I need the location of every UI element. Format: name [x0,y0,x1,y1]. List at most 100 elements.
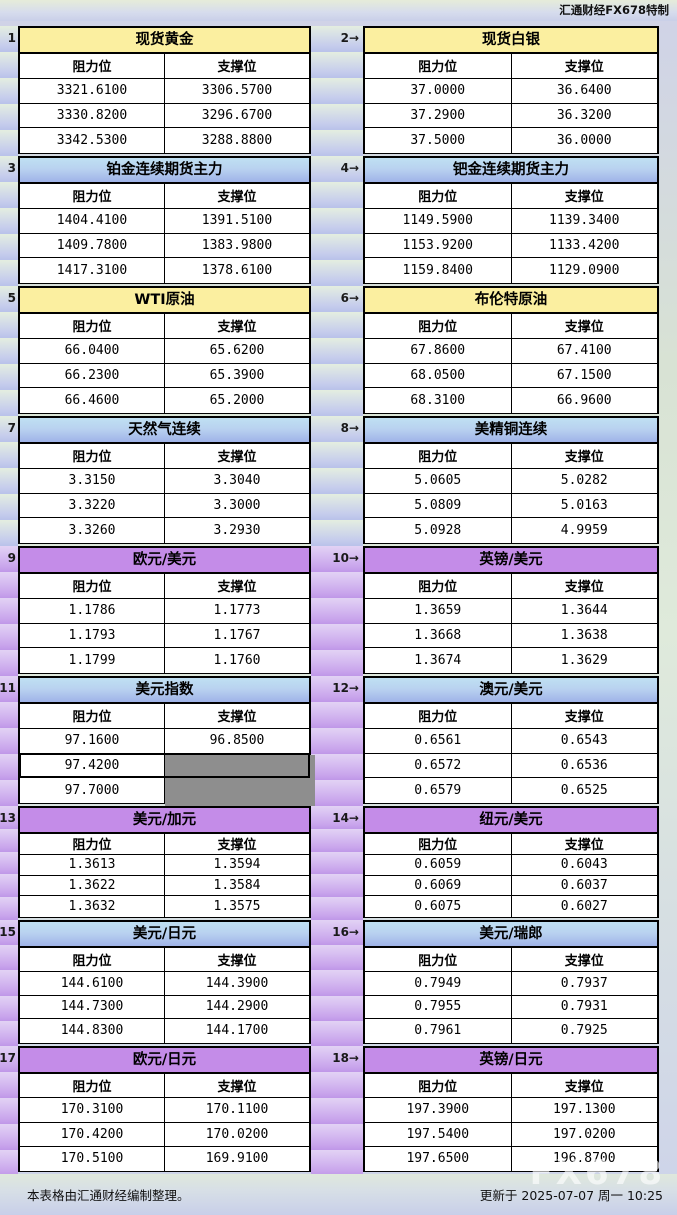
instrument-block-8: 美精铜连续 阻力位 支撑位 5.0605 5.0282 5.0809 5.0163 5.092… [363,416,659,544]
instrument-block-17: 欧元/日元 阻力位 支撑位 170.3100 170.1100 170.4200 170.0… [18,1046,311,1172]
table-row: 1159.8400 1129.0900 [365,257,657,283]
instrument-block-11: 美元指数 阻力位 支撑位 97.1600 96.8500 97.4200 96.6200 97… [18,676,311,804]
table-row: 0.6069 0.6037 [365,874,657,897]
resistance-value: 97.7000 [20,777,165,803]
table-row: 1149.5900 1139.3400 [365,207,657,234]
instrument-block-3: 铂金连续期货主力 阻力位 支撑位 1404.4100 1391.5100 1409.780… [18,156,311,284]
gutter-band [0,78,18,104]
resistance-value: 0.6075 [365,895,512,917]
gutter-band: 8→ [311,416,363,442]
resistance-value: 144.8300 [20,1018,165,1043]
gutter-band [0,945,18,971]
row-index-18: 18→ [332,1051,359,1065]
gutter-band [0,1150,18,1174]
table-row: 1.1799 1.1760 [20,647,309,673]
block-title-5: WTI原油 [20,288,309,313]
levels-table-5: 阻力位 支撑位 66.0400 65.6200 66.2300 65.3900 66.460… [20,313,309,413]
gutter-band [0,572,18,598]
block-title-10: 英镑/美元 [365,548,657,573]
gutter-band [0,234,18,260]
support-value: 1129.0900 [510,257,657,283]
column-header-resistance: 阻力位 [20,573,165,599]
table-header-row: 阻力位 支撑位 [365,183,657,209]
gutter-band: 1 [0,26,18,52]
gutter-band [311,624,363,650]
gutter-band [311,338,363,364]
gutter-band [311,945,363,971]
levels-table-14: 阻力位 支撑位 0.6059 0.6043 0.6069 0.6037 0.6075 0.60… [365,833,657,917]
column-header-support: 支撑位 [164,947,309,972]
row-index-6: 6→ [340,291,359,305]
support-value: 96.6200 [164,752,309,779]
block-title-4: 钯金连续期货主力 [365,158,657,183]
gutter-band [311,468,363,494]
column-header-support: 支撑位 [510,313,657,339]
resistance-value: 197.3900 [365,1097,512,1123]
table-header-row: 阻力位 支撑位 [365,443,657,469]
table-row: 3321.6100 3306.5700 [20,77,309,104]
block-title-6: 布伦特原油 [365,288,657,313]
support-value: 66.9600 [510,387,657,413]
support-value: 96.8500 [164,727,309,754]
instrument-block-15: 美元/日元 阻力位 支撑位 144.6100 144.3900 144.7300 144.2… [18,920,311,1044]
brand-strip: 汇通财经FX678特制 [0,0,677,21]
gutter-band [311,78,363,104]
table-row: 97.4200 96.6200 [20,752,309,779]
gutter-band [311,598,363,624]
block-title-2: 现货白银 [365,28,657,53]
resistance-value: 97.4200 [20,752,165,779]
resistance-value: 5.0809 [365,492,512,519]
column-header-resistance: 阻力位 [365,947,512,972]
support-value: 169.9100 [164,1145,309,1171]
column-header-resistance: 阻力位 [20,947,165,972]
resistance-value: 170.4200 [20,1121,165,1147]
resistance-value: 3342.5300 [20,127,165,153]
gutter-band [311,364,363,390]
support-value: 1.1760 [164,647,309,673]
gutter-band [311,520,363,546]
brand-label: 汇通财经FX678特制 [559,3,669,17]
resistance-value: 1404.4100 [20,207,165,234]
levels-table-13: 阻力位 支撑位 1.3613 1.3594 1.3622 1.3584 1.3632 1.35… [20,833,309,917]
block-title-14: 纽元/美元 [365,808,657,833]
support-value: 1139.3400 [510,207,657,234]
support-value: 0.6536 [510,752,657,779]
row-index-16: 16→ [332,925,359,939]
row-index-17: 17 [0,1051,16,1065]
gutter-band [0,1020,18,1046]
support-value: 3.3000 [164,492,309,519]
gutter-band [0,828,18,852]
gutter-band [0,312,18,338]
support-value: 5.0163 [510,492,657,519]
column-header-resistance: 阻力位 [365,443,512,469]
resistance-value: 144.7300 [20,994,165,1020]
gutter-band: 16→ [311,920,363,946]
gutter-band [311,728,363,754]
instrument-block-6: 布伦特原油 阻力位 支撑位 67.8600 67.4100 68.0500 67.1500 6… [363,286,659,414]
levels-table-4: 阻力位 支撑位 1149.5900 1139.3400 1153.9200 1133.42… [365,183,657,283]
table-header-row: 阻力位 支撑位 [365,833,657,855]
block-title-13: 美元/加元 [20,808,309,833]
gutter-band [311,182,363,208]
column-header-resistance: 阻力位 [20,313,165,339]
resistance-value: 1.3613 [20,853,165,876]
resistance-value: 68.3100 [365,387,512,413]
column-header-support: 支撑位 [164,53,309,79]
gutter-band [0,494,18,520]
instrument-block-16: 美元/瑞郎 阻力位 支撑位 0.7949 0.7937 0.7955 0.7931 0.796… [363,920,659,1044]
column-header-resistance: 阻力位 [365,53,512,79]
gutter-band [0,442,18,468]
table-row: 1.1786 1.1773 [20,597,309,624]
row-index-gutter-left: 1 3 5 7 9 11 13 15 17 [0,21,18,1174]
support-value: 3306.5700 [164,77,309,104]
table-row: 1.3659 1.3644 [365,597,657,624]
gutter-band [311,851,363,875]
table-header-row: 阻力位 支撑位 [365,703,657,729]
table-header-row: 阻力位 支撑位 [20,1072,309,1099]
resistance-value: 1417.3100 [20,257,165,283]
resistance-value: 0.7961 [365,1018,512,1043]
gutter-band [311,780,363,806]
gutter-band: 14→ [311,806,363,829]
table-row: 97.7000 96.4400 [20,777,309,803]
table-row: 5.0928 4.9959 [365,517,657,543]
